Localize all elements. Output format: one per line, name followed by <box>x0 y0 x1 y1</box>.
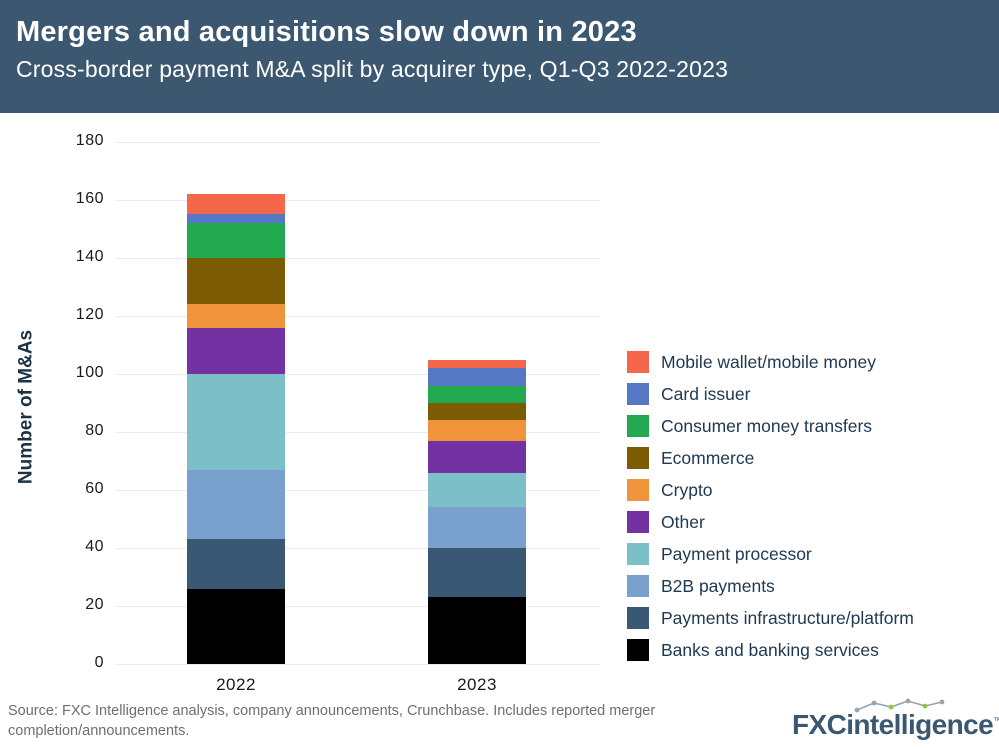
bar-segment-2023-other <box>428 440 526 473</box>
legend-swatch-icon <box>627 383 649 405</box>
y-tick-label-0: 0 <box>94 654 104 671</box>
legend-label: Card issuer <box>661 383 751 404</box>
legend-swatch-icon <box>627 639 649 661</box>
legend-label: B2B payments <box>661 575 775 596</box>
legend-label: Crypto <box>661 479 713 500</box>
legend-item-card-issuer: Card issuer <box>627 383 914 405</box>
legend-swatch-icon <box>627 415 649 437</box>
legend: Mobile wallet/mobile money Card issuer Con… <box>627 351 914 671</box>
bar-segment-2023-b2b-payments <box>428 507 526 548</box>
legend-item-consumer-money-transfers: Consumer money transfers <box>627 415 914 437</box>
legend-label: Mobile wallet/mobile money <box>661 351 876 372</box>
bar-segment-2023-card-issuer <box>428 368 526 386</box>
y-tick-label-160: 160 <box>75 190 104 207</box>
y-tick-label-40: 40 <box>85 538 104 555</box>
stacked-bar-2023 <box>428 359 526 665</box>
gridline-y-160 <box>115 200 600 201</box>
gridline-y-20 <box>115 606 600 607</box>
legend-label: Banks and banking services <box>661 639 879 660</box>
bar-segment-2022-card-issuer <box>187 214 285 224</box>
gridline-y-180 <box>115 142 600 143</box>
legend-item-b2b-payments: B2B payments <box>627 575 914 597</box>
bar-segment-2023-crypto <box>428 420 526 441</box>
legend-label: Payments infrastructure/platform <box>661 607 914 628</box>
plot-area: Number of M&As 0 20 40 60 80 100 120 140 160 180 … <box>0 113 999 703</box>
logo-trademark: ™ <box>993 715 999 726</box>
y-tick-label-20: 20 <box>85 596 104 613</box>
legend-label: Ecommerce <box>661 447 755 468</box>
legend-label: Payment processor <box>661 543 812 564</box>
y-tick-label-100: 100 <box>75 364 104 381</box>
legend-swatch-icon <box>627 575 649 597</box>
bar-segment-2022-mobile-wallet-mobile-money <box>187 194 285 215</box>
chart-header: Mergers and acquisitions slow down in 20… <box>0 0 999 113</box>
chart-subtitle: Cross-border payment M&A split by acquir… <box>16 56 729 83</box>
bar-segment-2023-ecommerce <box>428 402 526 421</box>
legend-item-other: Other <box>627 511 914 533</box>
bar-segment-2022-consumer-money-transfers <box>187 223 285 258</box>
x-tick-label-2022: 2022 <box>216 675 256 694</box>
logo-wordmark-text: FXCintelligence <box>792 709 994 740</box>
bar-segment-2022-other <box>187 327 285 374</box>
bar-segment-2023-consumer-money-transfers <box>428 385 526 403</box>
y-tick-label-60: 60 <box>85 480 104 497</box>
legend-item-payments-infrastructure-platform: Payments infrastructure/platform <box>627 607 914 629</box>
bar-segment-2022-b2b-payments <box>187 469 285 540</box>
legend-swatch-icon <box>627 351 649 373</box>
gridline-y-40 <box>115 548 600 549</box>
bar-segment-2023-mobile-wallet-mobile-money <box>428 359 526 369</box>
logo-sparkline-icon <box>854 698 945 713</box>
gridline-y-60 <box>115 490 600 491</box>
gridline-y-120 <box>115 316 600 317</box>
bar-segment-2023-payments-infrastructure-platform <box>428 547 526 598</box>
bar-segment-2022-payments-infrastructure-platform <box>187 539 285 589</box>
legend-swatch-icon <box>627 479 649 501</box>
legend-swatch-icon <box>627 447 649 469</box>
bar-segment-2022-payment-processor <box>187 373 285 470</box>
gridline-y-0 <box>115 664 600 665</box>
legend-swatch-icon <box>627 511 649 533</box>
legend-label: Consumer money transfers <box>661 415 873 436</box>
gridline-y-80 <box>115 432 600 433</box>
gridline-y-140 <box>115 258 600 259</box>
legend-item-crypto: Crypto <box>627 479 914 501</box>
x-tick-label-2023: 2023 <box>457 675 497 694</box>
legend-item-mobile-wallet-mobile-money: Mobile wallet/mobile money <box>627 351 914 373</box>
bar-segment-2022-banks-and-banking-services <box>187 588 285 664</box>
source-note: Source: FXC Intelligence analysis, compa… <box>8 703 656 739</box>
legend-item-payment-processor: Payment processor <box>627 543 914 565</box>
legend-item-banks-and-banking-services: Banks and banking services <box>627 639 914 661</box>
gridline-y-100 <box>115 374 600 375</box>
y-tick-label-80: 80 <box>85 422 104 439</box>
y-tick-label-180: 180 <box>75 132 104 149</box>
fxc-intelligence-logo: FXCintelligence™ <box>792 697 999 745</box>
y-tick-label-140: 140 <box>75 248 104 265</box>
legend-label: Other <box>661 511 705 532</box>
legend-swatch-icon <box>627 543 649 565</box>
y-tick-label-120: 120 <box>75 306 104 323</box>
logo-wordmark: FXCintelligence™ <box>792 709 999 741</box>
stacked-bar-2022 <box>187 194 285 664</box>
bar-segment-2022-crypto <box>187 304 285 328</box>
chart-title: Mergers and acquisitions slow down in 20… <box>16 16 637 48</box>
bar-segment-2022-ecommerce <box>187 257 285 305</box>
legend-swatch-icon <box>627 607 649 629</box>
bar-segment-2023-payment-processor <box>428 472 526 508</box>
y-axis-title: Number of M&As <box>15 329 37 485</box>
bar-segment-2023-banks-and-banking-services <box>428 597 526 664</box>
legend-item-ecommerce: Ecommerce <box>627 447 914 469</box>
